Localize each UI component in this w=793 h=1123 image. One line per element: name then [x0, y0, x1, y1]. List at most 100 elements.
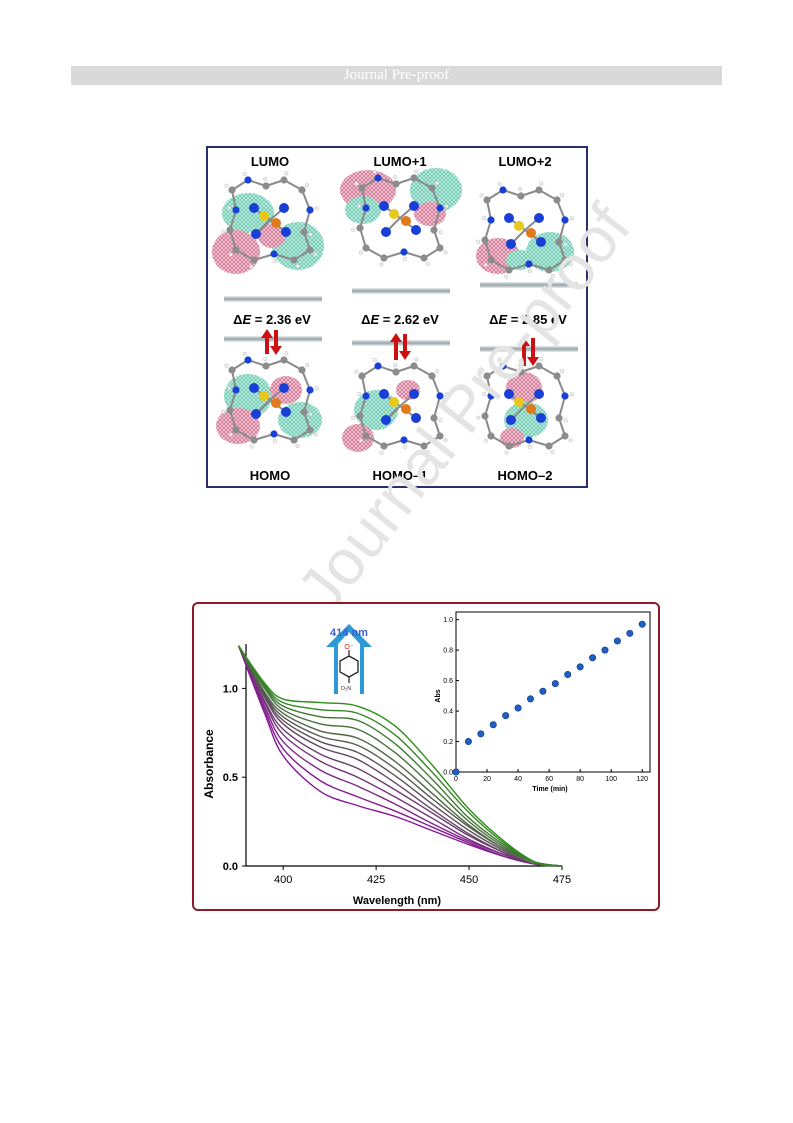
sulfur-atom [389, 397, 399, 407]
sulfur-atom [259, 391, 269, 401]
atom [487, 392, 495, 400]
inset-y-tick-label: 0.6 [443, 678, 453, 685]
atom [290, 256, 298, 264]
nitrogen-atom [281, 227, 291, 237]
nitrogen-atom [379, 389, 389, 399]
homo-label-2: HOMO–2 [498, 468, 553, 483]
hydrogen-atom [308, 412, 313, 417]
hydrogen-atom [414, 169, 419, 174]
hydrogen-atom [497, 181, 502, 186]
hydrogen-atom [228, 252, 233, 257]
hydrogen-atom [497, 357, 502, 362]
inset-xlabel: Time (min) [532, 786, 567, 793]
inset-data-point [576, 663, 584, 671]
atom [356, 412, 364, 420]
hydrogen-atom [539, 357, 544, 362]
atom [483, 196, 491, 204]
hydrogen-atom [504, 274, 509, 279]
metal-atom [401, 404, 411, 414]
energy-levels [224, 282, 578, 352]
hydrogen-atom [563, 242, 568, 247]
nitrogen-atom [411, 225, 421, 235]
inset-x-tick-label: 20 [483, 776, 491, 783]
atom [561, 432, 569, 440]
molecule-bottom-label: O₂N [341, 686, 351, 692]
hydrogen-atom [357, 203, 362, 209]
metal-atom [526, 228, 536, 238]
nitrogen-atom [534, 389, 544, 399]
inset-data-point [452, 768, 460, 776]
atom [430, 226, 438, 234]
spectrum-line [237, 645, 563, 867]
hydrogen-atom [357, 391, 362, 397]
hydrogen-atom [372, 357, 377, 362]
molecule-framework [476, 357, 574, 455]
hydrogen-atom [221, 229, 226, 234]
atom [298, 366, 306, 374]
gap-label-2: ΔE = 2.85 eV [489, 312, 567, 327]
inset-frame [455, 611, 651, 773]
absorbance-figure: 400 425 450 475 0.0 0.5 1.0 Absorbance Wavelen… [192, 602, 660, 911]
main-xlabel: Wavelength (nm) [353, 895, 442, 907]
hydrogen-atom [435, 181, 440, 186]
hydrogen-atom [242, 351, 247, 356]
atom [226, 406, 234, 414]
hydrogen-atom [313, 252, 318, 257]
inset-data-point [464, 738, 472, 746]
atom [517, 368, 525, 376]
nitrogen-atom [506, 239, 516, 249]
atom [300, 228, 308, 236]
nitrogen-atom [379, 201, 389, 211]
atom [270, 430, 278, 438]
hydrogen-atom [284, 171, 289, 176]
bond [303, 389, 311, 413]
atom [358, 184, 366, 192]
atom [228, 186, 236, 194]
molecular-frameworks [221, 169, 574, 455]
lumo-label-1: LUMO+1 [373, 154, 426, 169]
atom [505, 266, 513, 274]
atom [420, 254, 428, 262]
atom [481, 412, 489, 420]
main-ylabel: Absorbance [202, 729, 216, 799]
atom [392, 180, 400, 188]
atom [545, 266, 553, 274]
hydrogen-atom [263, 356, 268, 362]
sulfur-atom [389, 209, 399, 219]
main-y-tick-label: 1.0 [223, 683, 238, 695]
atom [487, 432, 495, 440]
atom [436, 204, 444, 212]
molecule-framework [351, 357, 449, 455]
hydrogen-atom [354, 369, 359, 374]
hydrogen-atom [479, 369, 484, 374]
homo-label-1: HOMO–1 [373, 468, 428, 483]
spectrum-line [237, 645, 563, 867]
spectrum-line [237, 645, 563, 867]
atom [228, 366, 236, 374]
atom [270, 250, 278, 258]
atom [430, 414, 438, 422]
nitrogen-atom [409, 389, 419, 399]
hydrogen-atom [550, 273, 555, 279]
inset-data-point [477, 730, 485, 738]
hydrogen-atom [313, 432, 318, 437]
hydrogen-atom [518, 362, 523, 368]
hydrogen-atom [482, 391, 487, 397]
hydrogen-atom [563, 418, 568, 423]
hydrogen-atom [527, 444, 532, 450]
atom [545, 442, 553, 450]
hydrogen-atom [221, 409, 226, 414]
atom [410, 174, 418, 182]
hydrogen-atom [518, 186, 523, 192]
atom [250, 256, 258, 264]
hydrogen-atom [228, 432, 233, 437]
nitrogen-atom [251, 229, 261, 239]
inset-data-point [526, 695, 534, 703]
atom [232, 426, 240, 434]
hydrogen-atom [272, 258, 277, 264]
atom [481, 236, 489, 244]
hydrogen-atom [483, 262, 488, 267]
atom [362, 392, 370, 400]
hydrogen-atom [504, 450, 509, 455]
nitrogen-atom [506, 415, 516, 425]
